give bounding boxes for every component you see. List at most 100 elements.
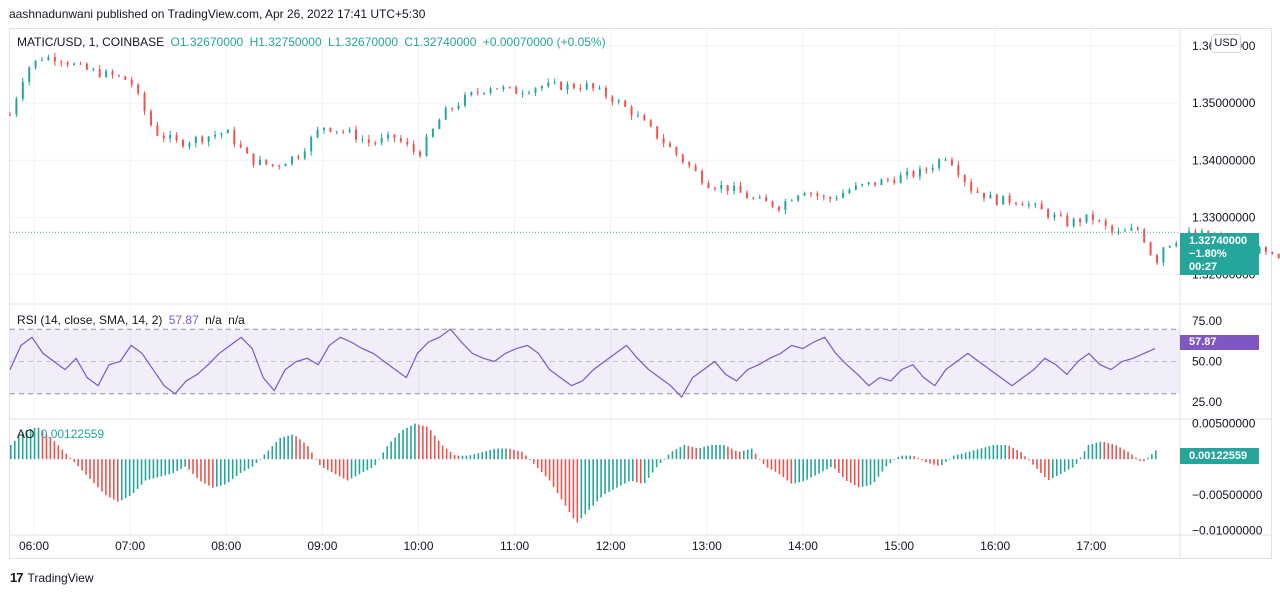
candle-body [809, 193, 812, 195]
candle-body [669, 143, 672, 148]
ao-bar [849, 459, 852, 484]
ao-bar [279, 437, 282, 460]
ao-bar [972, 450, 975, 460]
ao-bar [513, 449, 515, 460]
candle-body [1130, 228, 1133, 231]
ao-bar [889, 459, 892, 464]
candle-body [617, 100, 620, 103]
candle-body [611, 96, 614, 103]
candle-body [47, 56, 50, 60]
symbol-label[interactable]: MATIC/USD, 1, COINBASE [17, 35, 165, 49]
ao-bar [584, 459, 587, 515]
ao-bar [921, 459, 923, 461]
ao-bar [231, 459, 234, 480]
ao-bar [1087, 444, 1090, 460]
candle-body [886, 179, 889, 181]
ao-bar [366, 459, 369, 471]
candle-body [893, 180, 896, 183]
ao-bar [1131, 454, 1133, 460]
candle-body [835, 197, 838, 200]
ao-bar [806, 459, 808, 480]
last-change-pct: −1.80% [1189, 248, 1227, 260]
ao-bar [1083, 451, 1086, 460]
ao-bar [378, 458, 381, 460]
ao-bar [715, 444, 717, 460]
ao-bar [350, 459, 353, 479]
ao-bar [632, 459, 634, 482]
ao-bar [330, 459, 333, 473]
chart-area[interactable] [9, 28, 1272, 559]
ao-bar [168, 459, 171, 475]
candle-body [329, 127, 332, 132]
ao-bar [901, 455, 904, 460]
ao-bar [1048, 459, 1050, 481]
ao-bar [1000, 444, 1003, 460]
candle-body [566, 84, 569, 90]
ao-bar [822, 459, 824, 472]
candle-body [848, 189, 851, 194]
candle-body [688, 162, 691, 166]
candle-body [931, 167, 934, 171]
ao-bar [89, 459, 91, 479]
ao-bar [49, 437, 52, 460]
footer-brand[interactable]: 17 TradingView [10, 570, 94, 585]
ao-bar [493, 448, 495, 460]
ao-bar [255, 459, 258, 463]
ao-bar [287, 435, 289, 460]
ao-bar [501, 448, 503, 460]
ao-bar [941, 459, 943, 466]
candle-body [1271, 252, 1274, 254]
ao-bar [814, 459, 816, 476]
ao-bar [77, 459, 79, 467]
ao-bar [322, 459, 325, 468]
candle-body [874, 182, 877, 186]
candle-body [534, 88, 537, 93]
candle-body [1162, 247, 1165, 263]
candle-body [483, 92, 486, 94]
ao-bar [1032, 459, 1034, 465]
currency-button[interactable]: USD [1211, 34, 1241, 53]
ao-label[interactable]: AO [17, 427, 35, 441]
rsi-label[interactable]: RSI (14, close, SMA, 14, 2) [17, 313, 163, 327]
candle-body [355, 129, 358, 140]
candle-body [1277, 253, 1280, 259]
candle-body [726, 184, 729, 192]
ao-bar [275, 442, 278, 460]
ao-bar [299, 439, 301, 460]
candle-body [540, 86, 543, 89]
ao-bar [41, 430, 44, 460]
candle-body [777, 206, 780, 211]
ao-bar [473, 454, 476, 460]
candle-body [771, 201, 774, 207]
ao-bar [485, 451, 488, 460]
open-value: O1.32670000 [170, 35, 244, 49]
candle-body [412, 144, 415, 152]
ao-bar [663, 458, 666, 460]
candle-body [822, 196, 825, 198]
candle-body [745, 192, 748, 199]
last-price-tag: 1.32740000 −1.80% 00:27 [1180, 233, 1259, 275]
ao-bar [548, 459, 551, 481]
ao-bar [449, 451, 452, 460]
ao-tick-label: −0.00500000 [1192, 488, 1263, 502]
ao-bar [208, 459, 210, 486]
footer-logo-text: TradingView [27, 570, 94, 585]
candle-body [335, 131, 338, 133]
rsi-tick-label: 50.00 [1192, 355, 1222, 369]
ao-bar [540, 459, 543, 473]
candle-body [662, 138, 665, 144]
candle-body [899, 175, 902, 183]
time-tick-label: 07:00 [115, 539, 145, 553]
candle-body [1207, 230, 1210, 235]
rsi-tick-label: 75.00 [1192, 314, 1222, 328]
candle-body [560, 82, 563, 90]
ao-bar [746, 449, 749, 460]
ao-bar [128, 459, 131, 497]
ao-bar [394, 437, 396, 460]
candle-body [957, 165, 960, 176]
ao-bar [57, 445, 60, 460]
ao-bar [596, 459, 598, 502]
ao-bar [735, 450, 737, 460]
candle-body [476, 92, 479, 94]
